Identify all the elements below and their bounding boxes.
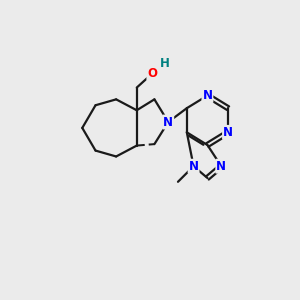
Text: O: O [147,67,158,80]
Text: N: N [163,116,173,128]
Text: N: N [202,89,212,102]
Text: N: N [216,160,226,173]
Text: H: H [160,57,170,70]
Text: N: N [189,160,199,173]
Text: N: N [223,126,233,139]
